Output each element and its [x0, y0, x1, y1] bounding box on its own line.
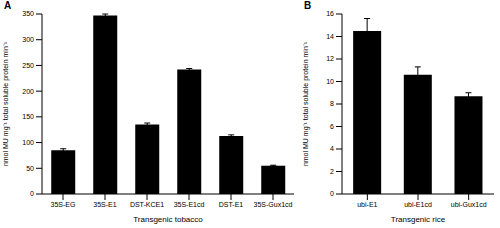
svg-text:35S-E1cd: 35S-E1cd — [174, 201, 205, 208]
svg-text:ubi-Gux1cd: ubi-Gux1cd — [451, 201, 487, 208]
svg-text:35S-Gux1cd: 35S-Gux1cd — [254, 201, 293, 208]
svg-text:nmol MU mg⁻¹ total soluble pro: nmol MU mg⁻¹ total soluble protein min⁻¹ — [8, 41, 10, 166]
svg-text:Transgenic rice: Transgenic rice — [391, 215, 446, 224]
svg-text:DST-KCE1: DST-KCE1 — [130, 201, 164, 208]
svg-text:50: 50 — [26, 165, 34, 172]
svg-text:14: 14 — [326, 33, 334, 40]
svg-text:ubi-E1cd: ubi-E1cd — [404, 201, 432, 208]
svg-text:Transgenic tobacco: Transgenic tobacco — [133, 215, 203, 224]
svg-text:100: 100 — [22, 139, 34, 146]
svg-text:4: 4 — [330, 145, 334, 152]
html-text:A: A — [4, 0, 12, 11]
svg-text:0: 0 — [330, 190, 334, 197]
svg-text:nmol MU mg⁻¹ total soluble pro: nmol MU mg⁻¹ total soluble protein min⁻¹ — [302, 41, 310, 166]
html-text:B: B — [304, 0, 312, 11]
svg-text:DST-E1: DST-E1 — [219, 201, 244, 208]
svg-text:6: 6 — [330, 123, 334, 130]
svg-text:12: 12 — [326, 55, 334, 62]
svg-text:250: 250 — [22, 62, 34, 69]
svg-text:150: 150 — [22, 113, 34, 120]
svg-text:0: 0 — [30, 190, 34, 197]
svg-text:200: 200 — [22, 88, 34, 95]
svg-text:35S-E1: 35S-E1 — [93, 201, 116, 208]
svg-text:16: 16 — [326, 10, 334, 17]
svg-text:350: 350 — [22, 10, 34, 17]
svg-text:ubi-E1: ubi-E1 — [357, 201, 377, 208]
svg-text:8: 8 — [330, 100, 334, 107]
svg-text:300: 300 — [22, 36, 34, 43]
svg-text:35S-EG: 35S-EG — [51, 201, 76, 208]
svg-text:10: 10 — [326, 78, 334, 85]
svg-text:2: 2 — [330, 168, 334, 175]
